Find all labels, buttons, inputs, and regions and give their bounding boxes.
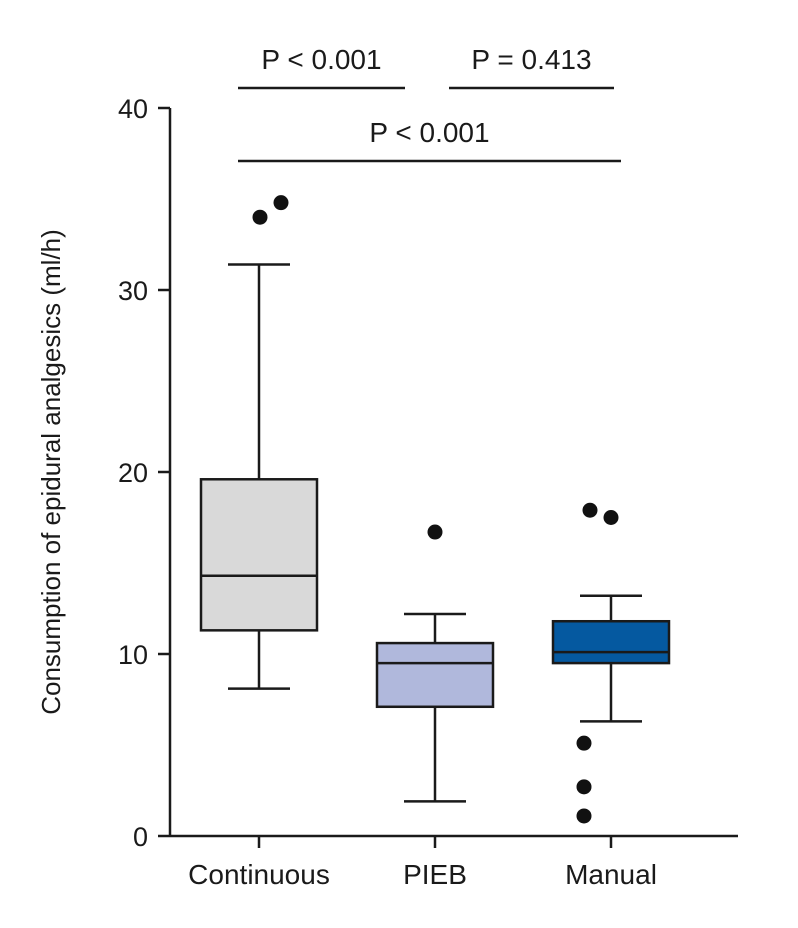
- y-axis-title: Consumption of epidural analgesics (ml/h…: [36, 229, 66, 715]
- y-tick-label: 30: [118, 276, 148, 306]
- outlier-point: [273, 195, 289, 211]
- axes: 0 10 20 30 40 Continuous PIEB Manual: [118, 94, 738, 890]
- p-value-label: P < 0.001: [261, 44, 381, 75]
- iqr-box: [551, 619, 671, 665]
- comparison-bracket: P < 0.001: [238, 117, 621, 163]
- comparison-bracket: P < 0.001: [238, 44, 405, 90]
- iqr-box: [375, 641, 495, 709]
- outlier-point: [576, 808, 592, 824]
- outlier-point: [576, 779, 592, 795]
- outlier-point: [576, 735, 592, 751]
- y-tick-label: 0: [133, 822, 148, 852]
- y-tick-label: 10: [118, 640, 148, 670]
- p-value-label: P = 0.413: [471, 44, 591, 75]
- box-pieb: [375, 524, 495, 803]
- comparison-bracket: P = 0.413: [449, 44, 614, 90]
- outlier-point: [427, 524, 443, 540]
- box-manual: [551, 502, 671, 824]
- y-tick-label: 40: [118, 94, 148, 124]
- outlier-point: [252, 209, 268, 225]
- p-value-label: P < 0.001: [369, 117, 489, 148]
- iqr-box: [199, 478, 319, 632]
- significance-brackets: P < 0.001 P = 0.413 P < 0.001: [238, 44, 621, 163]
- x-tick-label: Manual: [565, 859, 657, 890]
- box-continuous: [199, 195, 319, 690]
- y-tick-label: 20: [118, 458, 148, 488]
- x-tick-label: PIEB: [403, 859, 467, 890]
- outlier-point: [582, 502, 598, 518]
- x-tick-label: Continuous: [188, 859, 330, 890]
- boxes: [199, 195, 671, 824]
- outlier-point: [603, 510, 619, 525]
